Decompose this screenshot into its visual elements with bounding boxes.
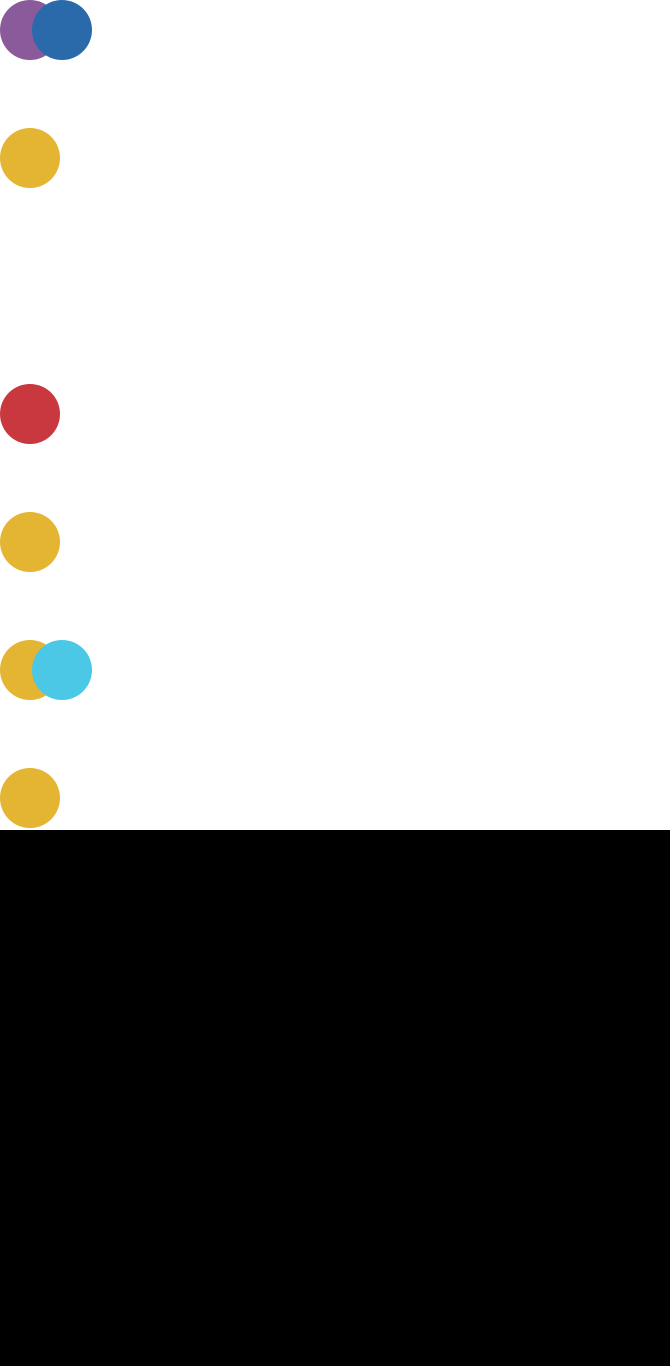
color-row xyxy=(0,640,670,700)
color-dot[interactable] xyxy=(0,512,60,572)
color-dot[interactable] xyxy=(0,384,60,444)
color-dot[interactable] xyxy=(0,768,60,828)
color-row xyxy=(0,768,670,828)
blank-region xyxy=(0,830,670,1366)
color-dot[interactable] xyxy=(0,128,60,188)
color-row xyxy=(0,0,670,60)
color-dot[interactable] xyxy=(32,0,92,60)
color-row xyxy=(0,512,670,572)
content-area xyxy=(0,0,670,830)
color-row xyxy=(0,384,670,444)
color-row xyxy=(0,128,670,188)
color-dot[interactable] xyxy=(32,640,92,700)
